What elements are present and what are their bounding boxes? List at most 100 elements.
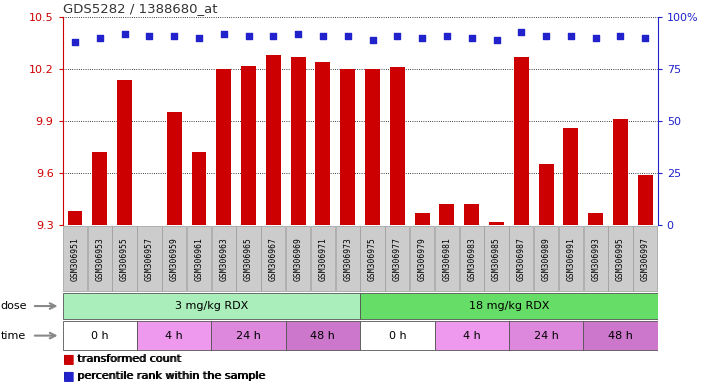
Text: 24 h: 24 h — [534, 331, 559, 341]
Bar — [613, 119, 628, 225]
Point — [442, 33, 453, 39]
Point — [243, 33, 255, 39]
FancyBboxPatch shape — [385, 227, 410, 291]
Bar — [539, 164, 554, 225]
FancyBboxPatch shape — [484, 227, 508, 291]
Bar — [415, 213, 429, 225]
Point — [119, 31, 130, 37]
Bar — [638, 175, 653, 225]
Point — [94, 35, 105, 41]
Text: GSM306991: GSM306991 — [567, 237, 575, 281]
Point — [193, 35, 205, 41]
Point — [342, 33, 353, 39]
Text: GSM306971: GSM306971 — [319, 237, 328, 281]
Text: GDS5282 / 1388680_at: GDS5282 / 1388680_at — [63, 2, 217, 15]
FancyBboxPatch shape — [211, 321, 286, 350]
Text: GSM306955: GSM306955 — [120, 237, 129, 281]
FancyBboxPatch shape — [459, 227, 484, 291]
Bar — [142, 225, 157, 265]
FancyBboxPatch shape — [534, 227, 558, 291]
FancyBboxPatch shape — [434, 321, 509, 350]
Text: 4 h: 4 h — [463, 331, 481, 341]
FancyBboxPatch shape — [63, 321, 137, 350]
Text: percentile rank within the sample: percentile rank within the sample — [78, 371, 266, 381]
FancyBboxPatch shape — [187, 227, 211, 291]
Bar — [241, 66, 256, 225]
FancyBboxPatch shape — [112, 227, 137, 291]
FancyBboxPatch shape — [162, 227, 186, 291]
Bar — [216, 69, 231, 225]
Text: 3 mg/kg RDX: 3 mg/kg RDX — [175, 301, 248, 311]
Point — [565, 33, 577, 39]
FancyBboxPatch shape — [137, 321, 211, 350]
Bar — [390, 68, 405, 225]
FancyBboxPatch shape — [286, 321, 360, 350]
Bar — [489, 222, 504, 225]
FancyBboxPatch shape — [360, 227, 385, 291]
FancyBboxPatch shape — [261, 227, 286, 291]
Bar — [563, 128, 578, 225]
Text: GSM306951: GSM306951 — [70, 237, 80, 281]
Point — [144, 33, 155, 39]
FancyBboxPatch shape — [584, 227, 608, 291]
FancyBboxPatch shape — [410, 227, 434, 291]
Bar — [68, 211, 82, 225]
Text: GSM306979: GSM306979 — [417, 237, 427, 281]
Point — [640, 35, 651, 41]
Point — [515, 29, 527, 35]
FancyBboxPatch shape — [336, 227, 360, 291]
Point — [367, 37, 378, 43]
Point — [466, 35, 477, 41]
Point — [292, 31, 304, 37]
Text: GSM306965: GSM306965 — [244, 237, 253, 281]
Point — [169, 33, 180, 39]
Text: ■: ■ — [63, 369, 75, 382]
Text: GSM306959: GSM306959 — [170, 237, 178, 281]
Text: ■ transformed count: ■ transformed count — [63, 354, 181, 364]
Bar — [439, 204, 454, 225]
Text: dose: dose — [1, 301, 27, 311]
FancyBboxPatch shape — [63, 293, 360, 319]
Text: 24 h: 24 h — [236, 331, 261, 341]
Bar — [166, 113, 181, 225]
Text: GSM306987: GSM306987 — [517, 237, 526, 281]
Text: 0 h: 0 h — [91, 331, 109, 341]
Bar — [365, 69, 380, 225]
Text: ■ percentile rank within the sample: ■ percentile rank within the sample — [63, 371, 264, 381]
Text: GSM306975: GSM306975 — [368, 237, 377, 281]
FancyBboxPatch shape — [583, 321, 658, 350]
Bar — [191, 152, 206, 225]
Text: 4 h: 4 h — [165, 331, 183, 341]
Text: transformed count: transformed count — [78, 354, 182, 364]
Text: time: time — [1, 331, 26, 341]
Point — [491, 37, 502, 43]
Text: 0 h: 0 h — [388, 331, 406, 341]
Point — [317, 33, 328, 39]
Bar — [588, 213, 603, 225]
Bar — [291, 57, 306, 225]
Point — [392, 33, 403, 39]
Text: GSM306995: GSM306995 — [616, 237, 625, 281]
Text: GSM306997: GSM306997 — [641, 237, 650, 281]
Text: GSM306973: GSM306973 — [343, 237, 352, 281]
Bar — [514, 57, 529, 225]
Point — [218, 31, 230, 37]
Text: GSM306969: GSM306969 — [294, 237, 303, 281]
Text: GSM306983: GSM306983 — [467, 237, 476, 281]
Point — [590, 35, 602, 41]
Text: GSM306953: GSM306953 — [95, 237, 105, 281]
FancyBboxPatch shape — [311, 227, 335, 291]
Point — [615, 33, 626, 39]
FancyBboxPatch shape — [137, 227, 161, 291]
FancyBboxPatch shape — [360, 293, 711, 319]
Bar — [464, 204, 479, 225]
Bar — [92, 152, 107, 225]
FancyBboxPatch shape — [633, 227, 658, 291]
Text: 18 mg/kg RDX: 18 mg/kg RDX — [469, 301, 549, 311]
Text: 48 h: 48 h — [608, 331, 633, 341]
FancyBboxPatch shape — [509, 321, 583, 350]
Text: 48 h: 48 h — [311, 331, 336, 341]
Bar — [316, 62, 331, 225]
FancyBboxPatch shape — [609, 227, 633, 291]
Text: GSM306961: GSM306961 — [194, 237, 203, 281]
